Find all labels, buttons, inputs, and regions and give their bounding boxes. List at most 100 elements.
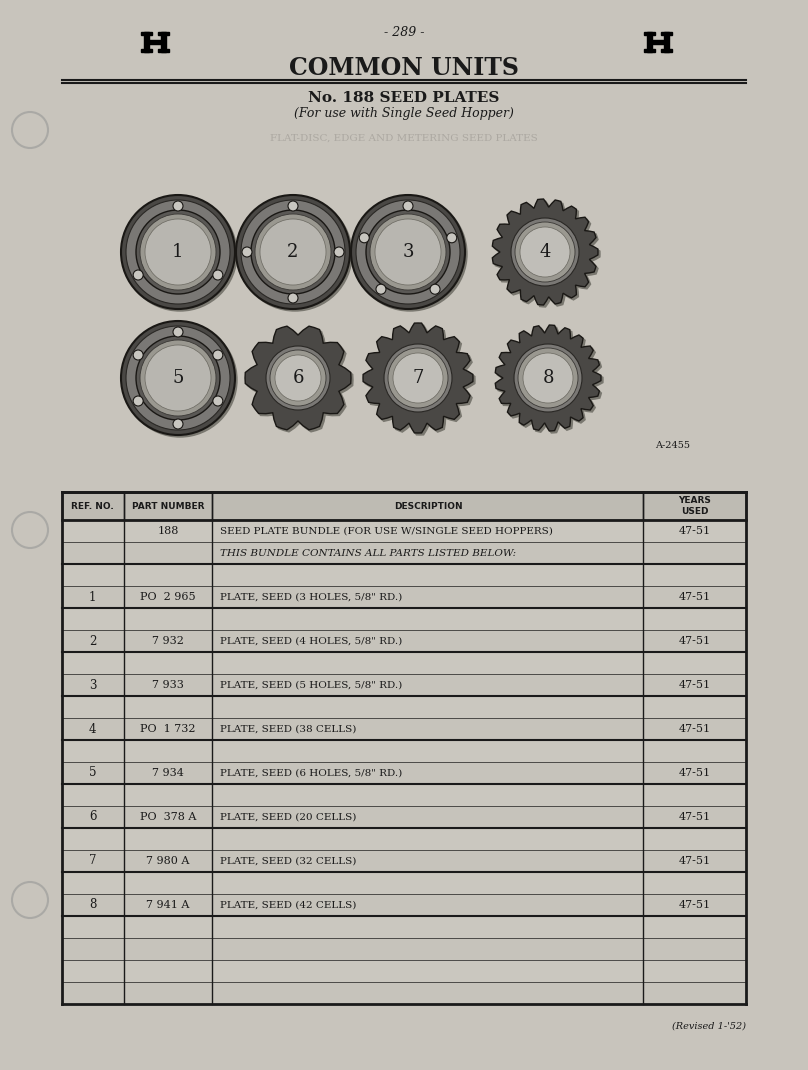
Polygon shape: [247, 328, 353, 432]
Text: 3: 3: [89, 678, 96, 691]
Circle shape: [242, 247, 252, 257]
Text: DESCRIPTION: DESCRIPTION: [393, 502, 462, 510]
Polygon shape: [245, 326, 351, 430]
Circle shape: [123, 323, 237, 437]
FancyBboxPatch shape: [62, 652, 746, 674]
Circle shape: [255, 214, 331, 290]
Text: 7 941 A: 7 941 A: [146, 900, 190, 910]
Circle shape: [360, 233, 369, 243]
Text: 47-51: 47-51: [679, 768, 711, 778]
FancyBboxPatch shape: [62, 696, 746, 718]
Text: 47-51: 47-51: [679, 856, 711, 866]
FancyBboxPatch shape: [62, 806, 746, 828]
FancyBboxPatch shape: [62, 960, 746, 982]
Circle shape: [511, 218, 579, 286]
Text: 2: 2: [288, 243, 299, 261]
FancyBboxPatch shape: [62, 674, 746, 696]
Circle shape: [238, 197, 352, 311]
FancyBboxPatch shape: [62, 542, 746, 564]
Text: No. 188 SEED PLATES: No. 188 SEED PLATES: [309, 91, 499, 105]
Circle shape: [266, 346, 330, 410]
FancyBboxPatch shape: [62, 492, 746, 520]
Text: 47-51: 47-51: [679, 900, 711, 910]
Text: THIS BUNDLE CONTAINS ALL PARTS LISTED BELOW:: THIS BUNDLE CONTAINS ALL PARTS LISTED BE…: [221, 549, 516, 557]
Circle shape: [173, 419, 183, 429]
FancyBboxPatch shape: [62, 740, 746, 762]
Circle shape: [520, 227, 570, 277]
Circle shape: [213, 270, 223, 280]
FancyBboxPatch shape: [62, 850, 746, 872]
Text: 7 933: 7 933: [152, 681, 184, 690]
FancyBboxPatch shape: [62, 608, 746, 630]
Text: PLATE, SEED (20 CELLS): PLATE, SEED (20 CELLS): [221, 812, 357, 822]
Circle shape: [270, 350, 326, 406]
Text: 2: 2: [89, 635, 96, 647]
Circle shape: [260, 219, 326, 285]
FancyBboxPatch shape: [664, 32, 669, 51]
Circle shape: [126, 326, 230, 430]
Circle shape: [518, 348, 578, 408]
Text: PLATE, SEED (38 CELLS): PLATE, SEED (38 CELLS): [221, 724, 357, 734]
FancyBboxPatch shape: [62, 982, 746, 1004]
Text: 47-51: 47-51: [679, 636, 711, 646]
Circle shape: [133, 350, 143, 360]
FancyBboxPatch shape: [662, 49, 672, 51]
Polygon shape: [365, 325, 475, 435]
FancyBboxPatch shape: [158, 49, 169, 51]
Circle shape: [126, 200, 230, 304]
Circle shape: [275, 355, 321, 401]
Circle shape: [121, 321, 235, 435]
Text: 7 932: 7 932: [152, 636, 184, 646]
FancyBboxPatch shape: [62, 520, 746, 542]
FancyBboxPatch shape: [141, 32, 152, 35]
FancyBboxPatch shape: [158, 32, 169, 35]
Text: 7 980 A: 7 980 A: [146, 856, 190, 866]
Text: PLATE, SEED (5 HOLES, 5/8" RD.): PLATE, SEED (5 HOLES, 5/8" RD.): [221, 681, 402, 689]
Circle shape: [356, 200, 460, 304]
Polygon shape: [492, 199, 598, 305]
Text: 1: 1: [89, 591, 96, 603]
Circle shape: [403, 201, 413, 211]
Text: 7: 7: [412, 369, 423, 387]
Text: 6: 6: [89, 810, 96, 824]
Text: PLATE, SEED (32 CELLS): PLATE, SEED (32 CELLS): [221, 856, 357, 866]
FancyBboxPatch shape: [144, 32, 149, 51]
Circle shape: [133, 396, 143, 406]
Circle shape: [514, 343, 582, 412]
Text: 7 934: 7 934: [152, 768, 184, 778]
Circle shape: [366, 210, 450, 294]
Circle shape: [236, 195, 350, 309]
FancyBboxPatch shape: [62, 895, 746, 916]
Circle shape: [388, 348, 448, 408]
Circle shape: [145, 345, 211, 411]
Circle shape: [12, 513, 48, 548]
FancyBboxPatch shape: [149, 41, 161, 44]
FancyBboxPatch shape: [646, 32, 652, 51]
Text: 1: 1: [172, 243, 183, 261]
FancyBboxPatch shape: [62, 784, 746, 806]
FancyBboxPatch shape: [62, 718, 746, 740]
FancyBboxPatch shape: [644, 49, 654, 51]
FancyBboxPatch shape: [652, 41, 664, 44]
Text: YEARS
USED: YEARS USED: [678, 496, 711, 516]
Circle shape: [136, 210, 220, 294]
Text: - 289 -: - 289 -: [384, 26, 424, 39]
Circle shape: [288, 293, 298, 303]
Circle shape: [173, 201, 183, 211]
Circle shape: [251, 210, 335, 294]
Circle shape: [173, 327, 183, 337]
Circle shape: [334, 247, 344, 257]
Circle shape: [241, 200, 345, 304]
Text: 5: 5: [89, 766, 96, 780]
Text: 47-51: 47-51: [679, 812, 711, 822]
Text: FLAT-DISC, EDGE AND METERING SEED PLATES: FLAT-DISC, EDGE AND METERING SEED PLATES: [270, 134, 538, 142]
Text: 47-51: 47-51: [679, 526, 711, 536]
Text: 188: 188: [158, 526, 179, 536]
Text: 7: 7: [89, 855, 96, 868]
Circle shape: [393, 353, 443, 403]
Text: A-2455: A-2455: [655, 441, 690, 449]
Text: REF. NO.: REF. NO.: [71, 502, 114, 510]
Text: PLATE, SEED (4 HOLES, 5/8" RD.): PLATE, SEED (4 HOLES, 5/8" RD.): [221, 637, 402, 645]
FancyBboxPatch shape: [62, 938, 746, 960]
Circle shape: [140, 214, 216, 290]
